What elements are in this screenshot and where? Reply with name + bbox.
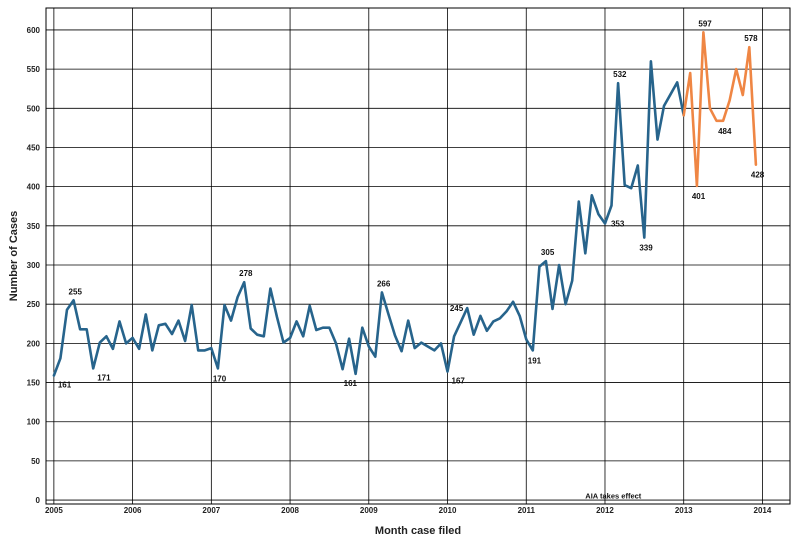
data-label: 353 bbox=[611, 219, 625, 228]
x-tick-label: 2013 bbox=[675, 506, 693, 515]
x-axis-label: Month case filed bbox=[375, 525, 461, 537]
x-tick-label: 2010 bbox=[439, 506, 457, 515]
y-tick-label: 400 bbox=[27, 183, 41, 192]
series-line-1 bbox=[52, 59, 686, 377]
grid-lines bbox=[46, 8, 790, 504]
data-label: 167 bbox=[452, 377, 466, 386]
data-label: 191 bbox=[528, 356, 542, 365]
x-axis-ticks: 2005 2006 2007 2008 2009 2010 2011 2012 2013 2014 bbox=[45, 506, 772, 515]
y-axis-ticks: 0 50 100 150 200 250 300 350 400 450 500 550 600 bbox=[27, 26, 41, 505]
y-tick-label: 350 bbox=[27, 222, 41, 231]
data-label: 245 bbox=[450, 304, 464, 313]
y-tick-label: 300 bbox=[27, 261, 41, 270]
annotations: AIA takes effect bbox=[585, 492, 641, 501]
data-label: 532 bbox=[613, 70, 627, 79]
data-label: 171 bbox=[97, 373, 111, 382]
data-label: 401 bbox=[692, 192, 706, 201]
x-tick-label: 2011 bbox=[518, 506, 536, 515]
y-tick-label: 150 bbox=[27, 379, 41, 388]
y-tick-label: 100 bbox=[27, 418, 41, 427]
y-tick-label: 200 bbox=[27, 339, 41, 348]
y-tick-label: 500 bbox=[27, 104, 41, 113]
data-label: 305 bbox=[541, 248, 555, 257]
data-label: 170 bbox=[213, 374, 227, 383]
series-lines bbox=[52, 30, 758, 377]
annotation-text: AIA takes effect bbox=[585, 492, 641, 501]
series-line-2 bbox=[682, 30, 758, 188]
data-label: 428 bbox=[751, 171, 765, 180]
y-tick-label: 600 bbox=[27, 26, 41, 35]
y-axis-label: Number of Cases bbox=[8, 211, 20, 301]
x-tick-label: 2006 bbox=[124, 506, 142, 515]
data-label: 161 bbox=[344, 379, 358, 388]
y-tick-label: 550 bbox=[27, 65, 41, 74]
x-tick-label: 2007 bbox=[202, 506, 220, 515]
data-label: 339 bbox=[639, 244, 653, 253]
data-label: 266 bbox=[377, 279, 391, 288]
data-label: 278 bbox=[239, 269, 253, 278]
data-labels: 161 255 171 170 278 161 266 167 245 305 191 353 532 3… bbox=[58, 19, 765, 389]
x-tick-label: 2008 bbox=[281, 506, 299, 515]
data-label: 578 bbox=[744, 34, 758, 43]
y-tick-label: 450 bbox=[27, 143, 41, 152]
x-tick-label: 2005 bbox=[45, 506, 63, 515]
data-label: 255 bbox=[69, 287, 83, 296]
data-label: 597 bbox=[698, 19, 712, 28]
x-tick-label: 2012 bbox=[596, 506, 614, 515]
x-tick-label: 2009 bbox=[360, 506, 378, 515]
data-label: 484 bbox=[718, 127, 732, 136]
x-tick-label: 2014 bbox=[754, 506, 772, 515]
y-tick-label: 250 bbox=[27, 300, 41, 309]
y-tick-label: 50 bbox=[31, 457, 40, 466]
data-label: 161 bbox=[58, 380, 72, 389]
y-tick-label: 0 bbox=[36, 496, 41, 505]
